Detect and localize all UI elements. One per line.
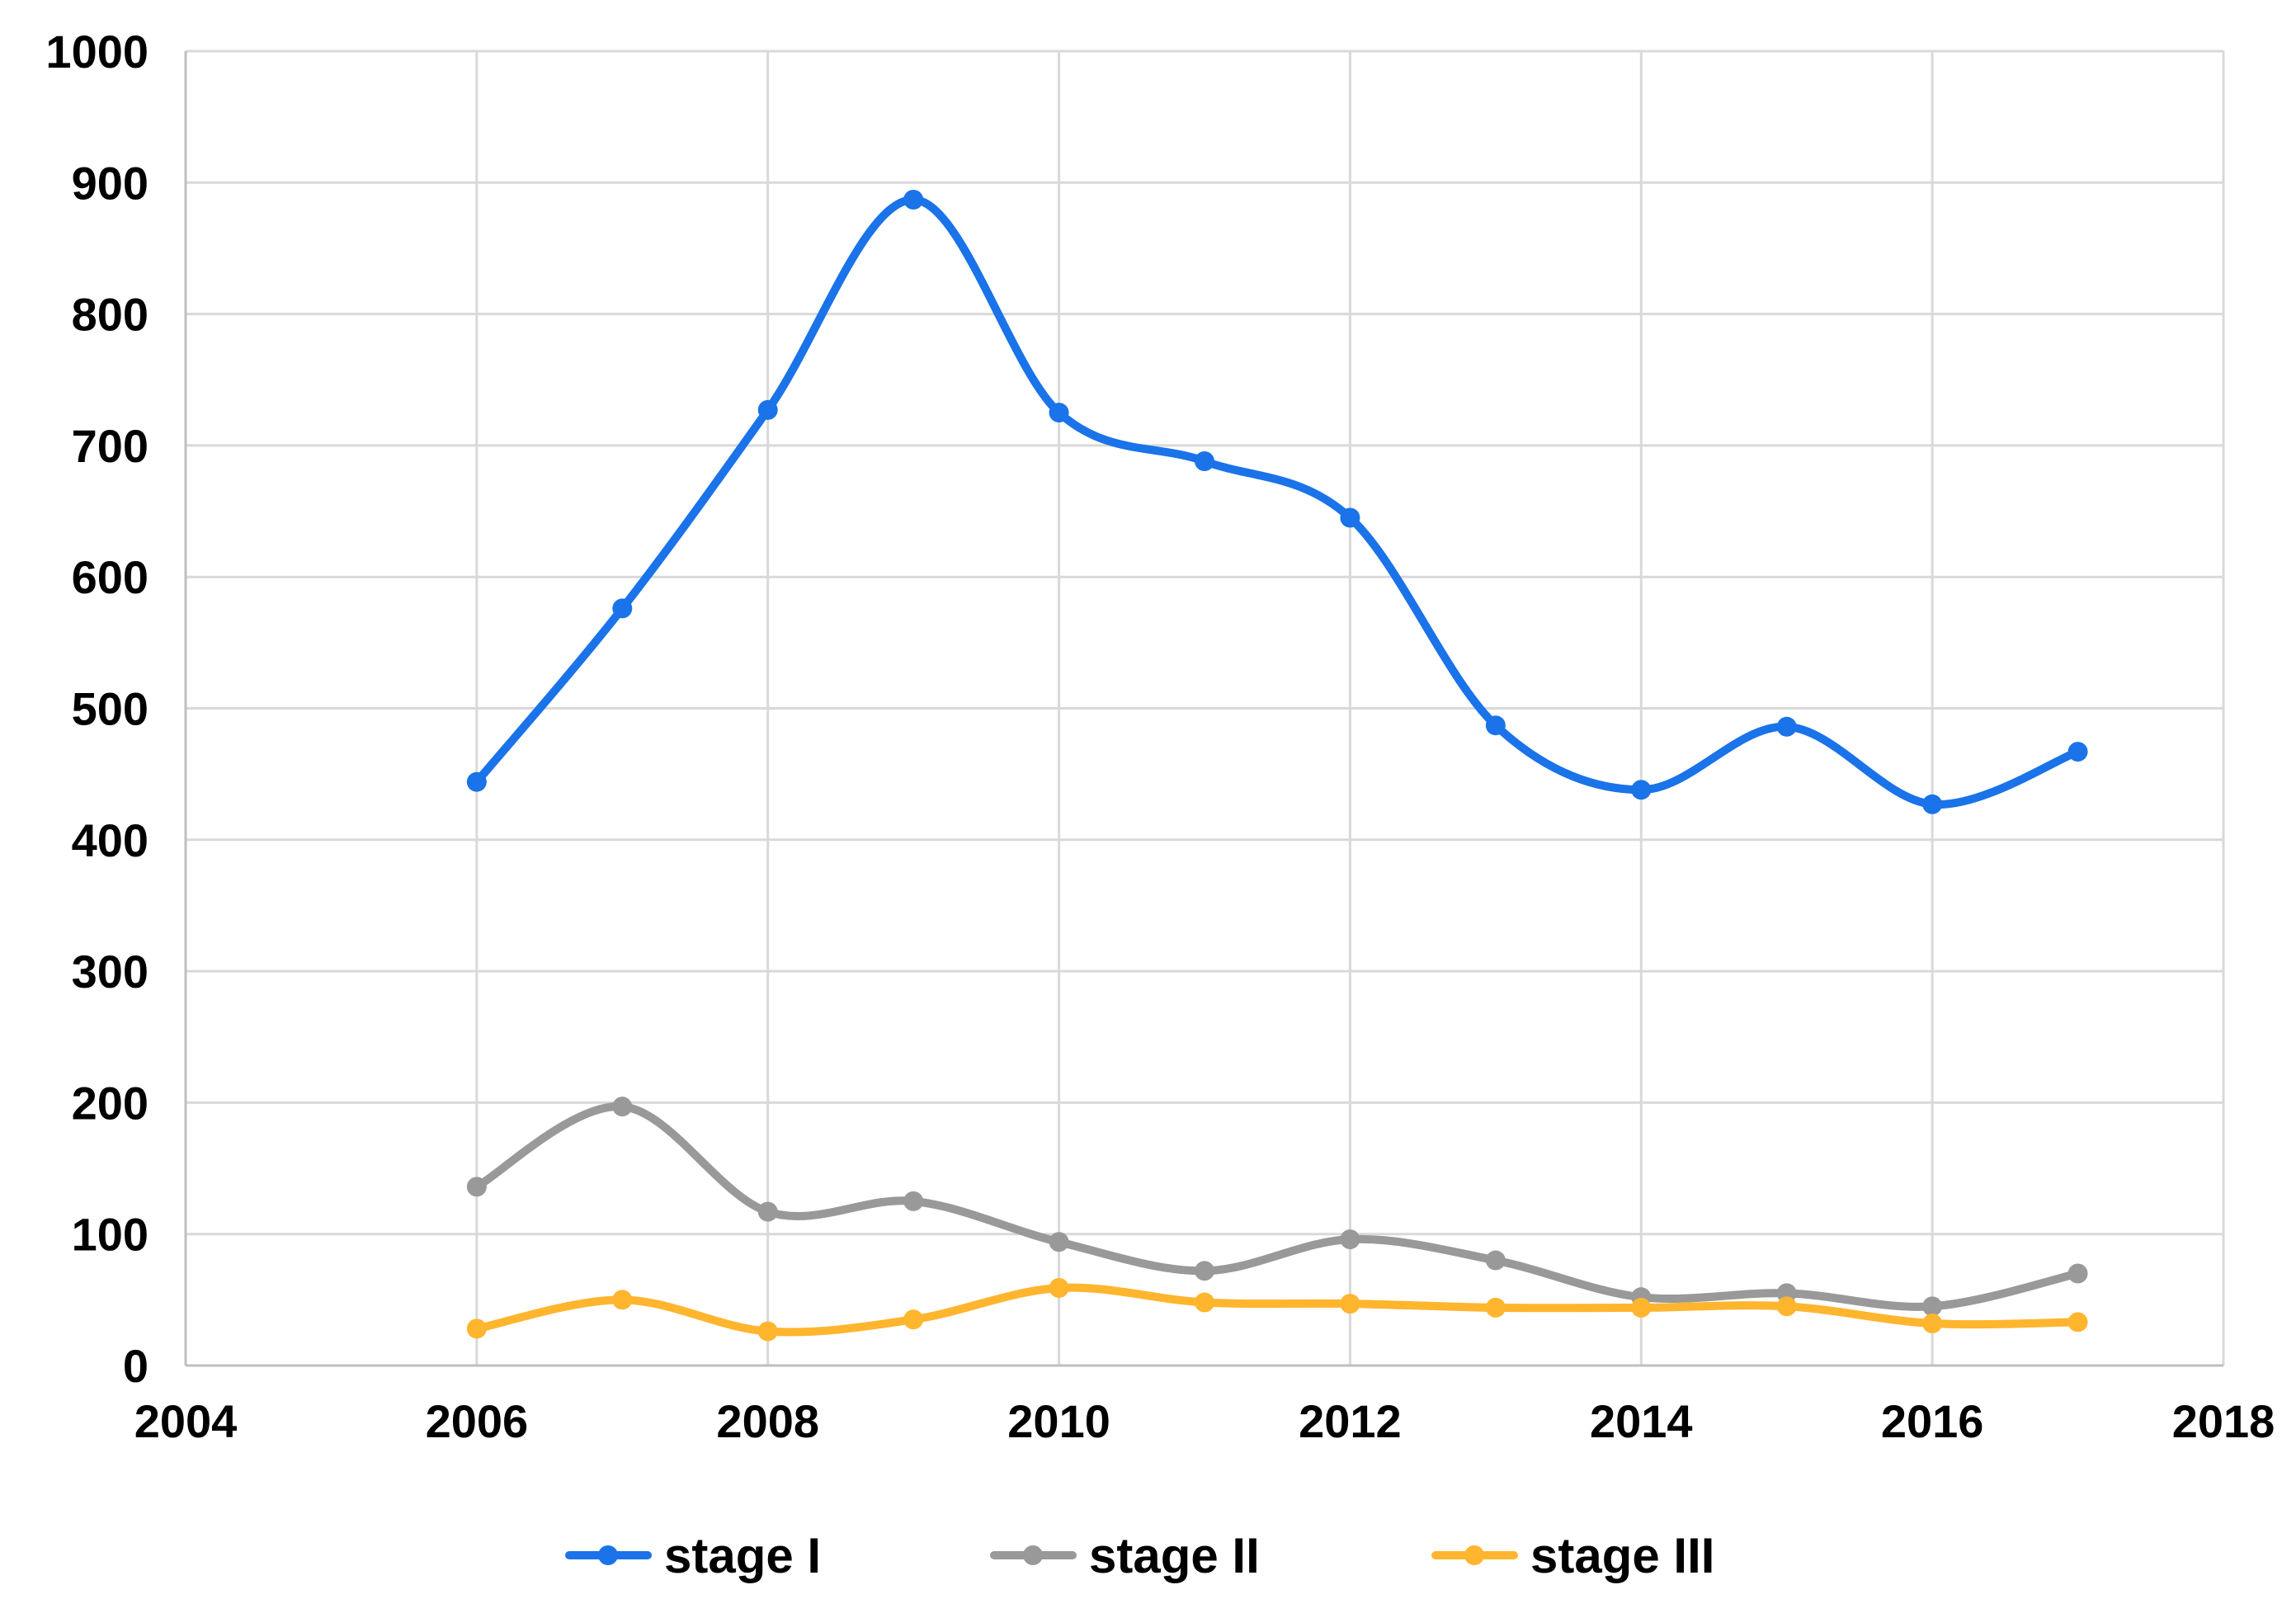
x-tick-label: 2010 (1007, 1395, 1110, 1447)
legend-item-stage-iii: stage III (1431, 1528, 1714, 1583)
data-point-stage-i-2010 (1049, 403, 1069, 423)
data-point-stage-iii-2011 (1195, 1292, 1214, 1313)
data-point-stage-iii-2014 (1631, 1297, 1652, 1318)
data-point-stage-ii-2012 (1340, 1229, 1360, 1250)
data-point-stage-ii-2010 (1049, 1232, 1069, 1252)
data-point-stage-iii-2006 (466, 1318, 487, 1339)
data-point-stage-iii-2016 (1922, 1314, 1943, 1334)
legend-label-stage-ii: stage II (1089, 1528, 1260, 1583)
data-point-stage-i-2015 (1776, 716, 1797, 737)
y-tick-label: 500 (72, 683, 149, 735)
data-point-stage-i-2017 (2067, 742, 2088, 762)
legend-label-stage-iii: stage III (1530, 1528, 1714, 1583)
legend-item-stage-i: stage I (565, 1528, 821, 1583)
data-point-stage-iii-2013 (1485, 1297, 1506, 1318)
x-axis-tick-labels: 2004 2006 2008 2010 2012 2014 2016 2018 (134, 1395, 2275, 1447)
legend-item-stage-ii: stage II (990, 1528, 1260, 1583)
legend-marker-stage-iii (1464, 1545, 1484, 1565)
data-point-stage-ii-2007 (612, 1097, 633, 1117)
legend-label-stage-i: stage I (664, 1528, 821, 1583)
data-point-stage-iii-2015 (1776, 1296, 1797, 1317)
data-point-stage-i-2006 (466, 771, 487, 792)
legend-marker-stage-ii (1023, 1545, 1043, 1565)
data-point-stage-i-2009 (903, 190, 924, 210)
y-tick-label: 800 (72, 289, 149, 341)
data-point-stage-iii-2010 (1049, 1278, 1069, 1299)
y-tick-label: 1000 (45, 26, 149, 78)
data-point-stage-ii-2013 (1485, 1250, 1506, 1271)
data-point-stage-ii-2011 (1195, 1261, 1214, 1281)
series-stage-iii (466, 1278, 2088, 1342)
series-line-stage-iii (472, 1283, 2082, 1337)
data-point-stage-i-2011 (1195, 451, 1214, 472)
y-tick-label: 400 (72, 814, 149, 866)
data-point-stage-iii-2008 (757, 1321, 778, 1342)
data-point-stage-i-2013 (1485, 715, 1506, 736)
y-tick-label: 900 (72, 157, 149, 209)
data-point-stage-ii-2016 (1922, 1296, 1943, 1317)
x-tick-label: 2012 (1299, 1395, 1402, 1447)
data-point-stage-ii-2006 (466, 1177, 487, 1197)
data-point-stage-iii-2009 (903, 1309, 924, 1330)
data-point-stage-i-2016 (1922, 794, 1943, 814)
series-stage-i (466, 190, 2088, 814)
y-tick-label: 200 (72, 1077, 149, 1129)
chart-series (466, 190, 2088, 1342)
data-point-stage-i-2008 (757, 399, 778, 420)
y-tick-label: 100 (72, 1209, 149, 1261)
data-point-stage-ii-2017 (2067, 1263, 2088, 1284)
y-tick-label: 600 (72, 551, 149, 603)
x-tick-label: 2008 (716, 1395, 819, 1447)
x-tick-label: 2006 (426, 1395, 529, 1447)
data-point-stage-iii-2007 (612, 1290, 633, 1310)
legend-marker-stage-i (598, 1545, 618, 1565)
data-point-stage-i-2014 (1631, 780, 1652, 800)
y-tick-label: 300 (72, 946, 149, 998)
data-point-stage-iii-2017 (2067, 1312, 2088, 1332)
data-point-stage-ii-2009 (903, 1191, 924, 1211)
chart-legend: stage I stage II stage III (565, 1528, 1714, 1583)
x-tick-label: 2016 (1881, 1395, 1984, 1447)
series-stage-ii (466, 1097, 2088, 1317)
chart-grid (186, 50, 2225, 1366)
x-tick-label: 2014 (1590, 1395, 1693, 1447)
x-tick-label: 2018 (2172, 1395, 2275, 1447)
data-point-stage-i-2007 (612, 598, 633, 619)
series-line-stage-i (472, 196, 2082, 809)
y-tick-label: 700 (72, 420, 149, 472)
data-point-stage-iii-2012 (1340, 1294, 1360, 1314)
data-point-stage-ii-2008 (757, 1201, 778, 1222)
y-tick-label: 0 (123, 1340, 149, 1392)
chart-axes (184, 51, 2223, 1367)
series-line-stage-ii (472, 1102, 2082, 1311)
x-tick-label: 2004 (134, 1395, 238, 1447)
y-axis-tick-labels: 0 100 200 300 400 500 600 700 800 900 1000 (45, 26, 149, 1392)
data-point-stage-i-2012 (1340, 507, 1360, 528)
